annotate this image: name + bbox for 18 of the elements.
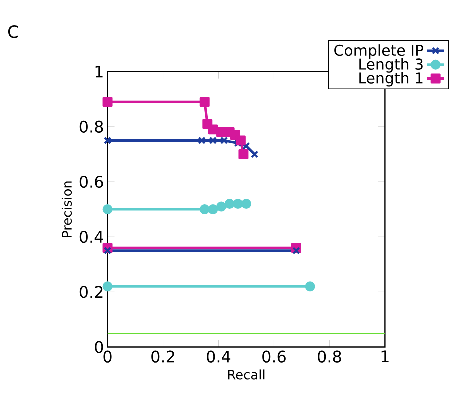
- y-tick-label: 1: [96, 66, 103, 78]
- x-tick-label: 0.2: [152, 350, 174, 363]
- x-axis-title: Recall: [228, 370, 265, 380]
- x-tick-label: 0: [104, 350, 112, 363]
- text: C: [8, 25, 18, 38]
- legend-label: Complete IP: [334, 44, 424, 59]
- y-tick-label: 0.2: [80, 286, 103, 298]
- y-tick-label: 0.6: [80, 176, 104, 188]
- y-tick-label: 0.4: [80, 230, 104, 244]
- legend-label: Length 1: [360, 72, 423, 87]
- x-tick-label: 1: [382, 350, 389, 362]
- legend-label: Length 3: [360, 58, 423, 73]
- y-axis-title: Precision: [62, 182, 72, 238]
- y-tick-label: 0: [95, 341, 104, 354]
- x-tick-label: 0.6: [262, 350, 286, 363]
- y-tick-label: 0.8: [80, 120, 104, 133]
- x-tick-label: 0.4: [207, 350, 231, 363]
- x-tick-label: 0.8: [318, 350, 342, 363]
